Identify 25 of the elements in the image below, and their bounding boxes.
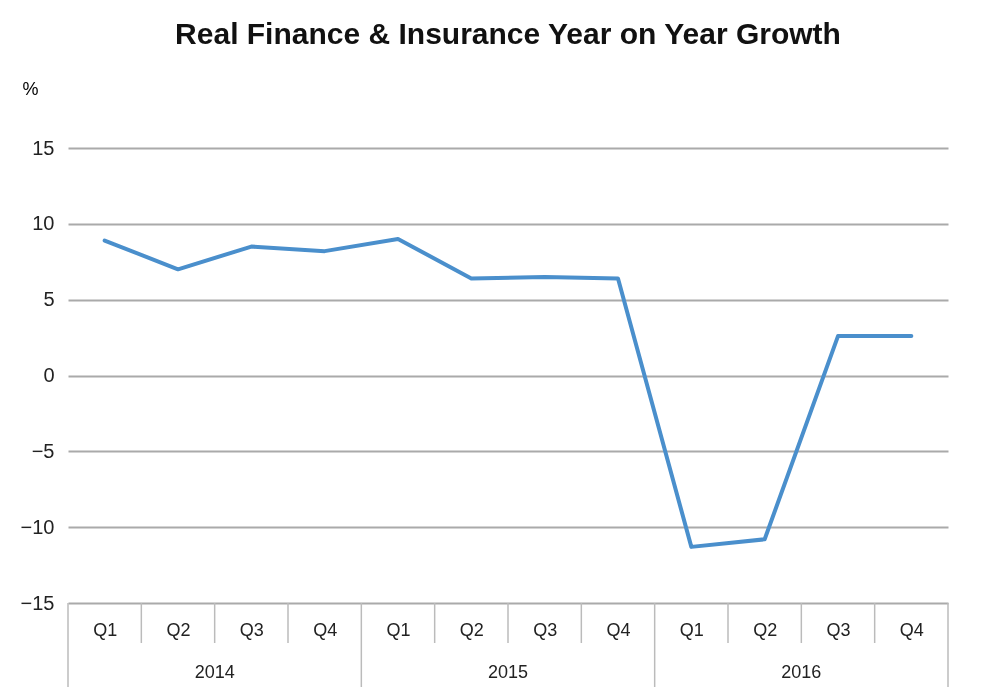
x-tick-label: Q1 [679, 619, 704, 640]
text: 2015 [487, 662, 529, 682]
text: 2016 [781, 662, 822, 682]
y-tick-label: 10 [32, 212, 55, 235]
x-tick-label: Q2 [166, 619, 191, 640]
x-tick-label: Q3 [239, 619, 264, 640]
x-tick-label: Q3 [533, 619, 558, 640]
text: 2014 [194, 662, 235, 682]
y-tick-label: −10 [20, 515, 55, 538]
x-tick-label: Q1 [93, 619, 118, 640]
y-tick-label: 5 [43, 288, 55, 311]
chart-title: Real Finance & Insurance Year on Year Growth [175, 17, 841, 50]
y-tick-label: 15 [32, 136, 55, 159]
y-tick-label: −5 [31, 439, 55, 462]
x-tick-label: Q2 [459, 619, 484, 640]
line-series [102, 237, 914, 549]
y-tick-label: 0 [43, 364, 55, 386]
x-tick-label: Q2 [753, 619, 778, 640]
x-tick-label: Q3 [826, 619, 851, 640]
x-tick-label: Q4 [313, 619, 338, 640]
x-tick-label: Q4 [606, 619, 631, 640]
y-tick-label: −15 [20, 591, 55, 614]
x-tick-label: Q1 [386, 619, 411, 640]
x-tick-label: Q4 [899, 619, 924, 640]
y-axis-title: % [22, 78, 39, 99]
